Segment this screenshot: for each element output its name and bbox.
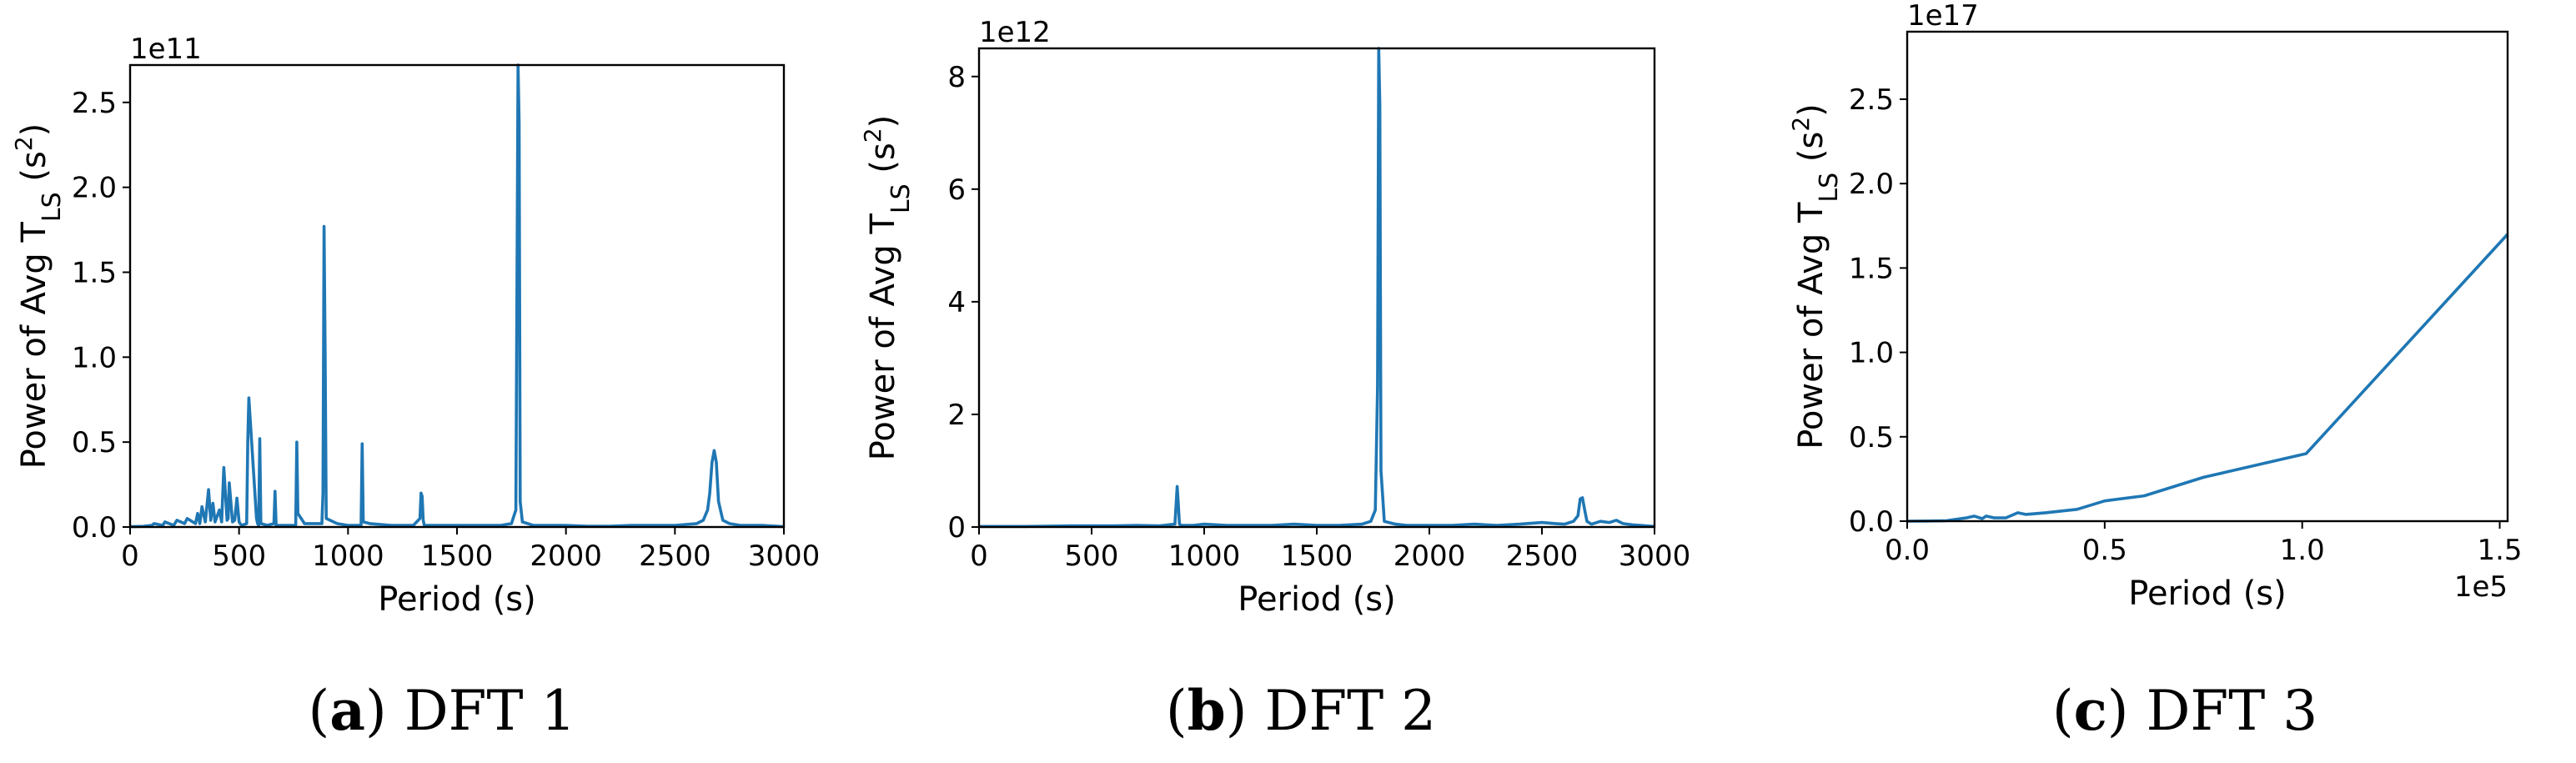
y-offset-label: 1e17 bbox=[1907, 0, 1979, 33]
y-tick-label: 0.0 bbox=[72, 511, 117, 545]
y-tick-label: 1.5 bbox=[72, 256, 117, 289]
y-tick-label: 2.5 bbox=[72, 87, 117, 120]
y-tick-label: 0.5 bbox=[72, 426, 117, 459]
y-offset-label: 1e12 bbox=[979, 16, 1051, 49]
plot-frame bbox=[1906, 30, 2509, 523]
y-tick-label: 2 bbox=[947, 399, 966, 432]
x-tick-label: 3000 bbox=[1619, 540, 1691, 573]
y-tick-label: 0.0 bbox=[1849, 505, 1894, 539]
x-axis-label: Period (s) bbox=[1238, 580, 1396, 619]
series-line bbox=[1906, 233, 2509, 523]
x-tick-label: 1500 bbox=[421, 540, 494, 573]
series-line bbox=[129, 63, 785, 529]
y-tick-label: 1.5 bbox=[1849, 252, 1894, 285]
plot-frame bbox=[128, 63, 786, 529]
x-axis-label: Period (s) bbox=[2128, 575, 2287, 613]
x-tick-label: 0.5 bbox=[2082, 534, 2127, 567]
y-tick-label: 1.0 bbox=[72, 341, 117, 374]
x-tick-label: 1000 bbox=[312, 540, 384, 573]
subfigure-caption: (b) DFT 2 bbox=[1166, 678, 1436, 743]
x-tick-label: 1.0 bbox=[2280, 534, 2325, 567]
subfigure-caption: (a) DFT 1 bbox=[309, 678, 576, 743]
chart-panel-2: 0 500 1000 1500 2000 2500 3000 0 2 4 6 8 1e12 Period … bbox=[859, 16, 1691, 743]
y-tick-label: 0 bbox=[947, 511, 966, 545]
x-tick-label: 2500 bbox=[639, 540, 711, 573]
subfigure-caption: (c) DFT 3 bbox=[2052, 678, 2317, 743]
y-axis-label: Power of Avg TLS (s2) bbox=[10, 123, 67, 469]
x-tick-label: 1000 bbox=[1168, 540, 1241, 573]
y-tick-label: 1.0 bbox=[1849, 337, 1894, 370]
y-tick-label: 6 bbox=[947, 173, 966, 207]
series-line bbox=[979, 47, 1655, 529]
x-tick-label: 2000 bbox=[1393, 540, 1466, 573]
y-tick-label: 4 bbox=[947, 286, 966, 319]
plot-frame bbox=[977, 47, 1656, 529]
y-tick-label: 2.5 bbox=[1849, 83, 1894, 117]
y-offset-label: 1e11 bbox=[130, 33, 202, 66]
y-axis-label: Power of Avg TLS (s2) bbox=[1787, 103, 1844, 449]
x-tick-label: 1.5 bbox=[2477, 534, 2522, 567]
x-tick-label: 500 bbox=[212, 540, 266, 573]
x-tick-label: 3000 bbox=[748, 540, 821, 573]
chart-panel-1: 0 500 1000 1500 2000 2500 3000 0.0 0.5 1.0 1.5 2.0 2… bbox=[10, 33, 821, 743]
x-tick-label: 0.0 bbox=[1885, 534, 1930, 567]
y-tick-label: 2.0 bbox=[1849, 168, 1894, 201]
y-tick-label: 8 bbox=[947, 61, 966, 94]
x-offset-label: 1e5 bbox=[2454, 570, 2508, 604]
x-tick-label: 0 bbox=[970, 540, 988, 573]
y-tick-label: 0.5 bbox=[1849, 421, 1894, 454]
chart-panel-3: 0.0 0.5 1.0 1.5 0.0 0.5 1.0 1.5 2.0 2.5 1e17 1e5 Per… bbox=[1787, 0, 2523, 743]
y-axis-label: Power of Avg TLS (s2) bbox=[859, 115, 916, 461]
x-tick-label: 2500 bbox=[1506, 540, 1579, 573]
x-tick-label: 2000 bbox=[530, 540, 602, 573]
y-tick-label: 2.0 bbox=[72, 172, 117, 205]
x-axis-label: Period (s) bbox=[378, 580, 536, 619]
x-tick-label: 500 bbox=[1065, 540, 1119, 573]
x-tick-label: 0 bbox=[121, 540, 139, 573]
x-tick-label: 1500 bbox=[1281, 540, 1353, 573]
